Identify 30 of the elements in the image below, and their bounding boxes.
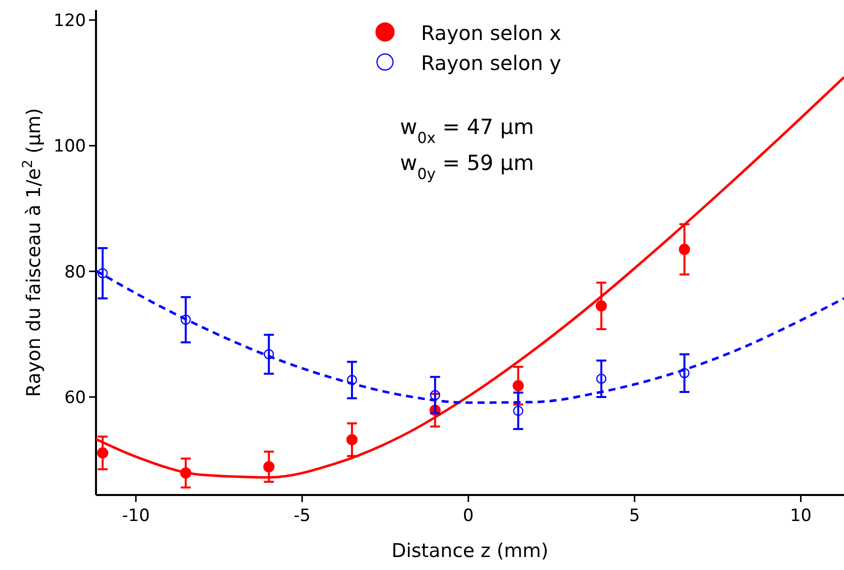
x-tick-label: -10 [122,506,150,526]
y-tick-label: 120 [54,11,86,32]
point [180,314,191,325]
point [263,461,274,472]
line-series [94,76,844,479]
x-tick-label: 0 [462,506,474,526]
y-tick-label: 80 [64,262,86,282]
legend-label: Rayon selon x [421,21,562,45]
point [97,447,108,459]
point [679,368,690,378]
point [678,244,690,255]
point [512,380,524,392]
point [264,349,274,360]
point [346,374,358,386]
annotation: w$_{0y}$ = 59 µm [400,151,534,183]
x-tick-label: 10 [790,506,812,526]
point [98,268,108,278]
x-tick-label: 5 [629,506,640,526]
point [596,300,607,312]
x-tick-label: -5 [294,506,311,526]
legend-label: Rayon selon y [421,51,562,75]
x-axis-title: Distance z (mm) [392,540,548,562]
y-tick-label: 60 [64,388,86,408]
point [346,434,358,446]
point [430,390,440,400]
point [513,406,524,416]
point [596,374,606,384]
y-tick-label: 100 [54,136,86,157]
point [180,467,192,479]
annotation: w$_{0x}$ = 47 µm [400,115,534,147]
